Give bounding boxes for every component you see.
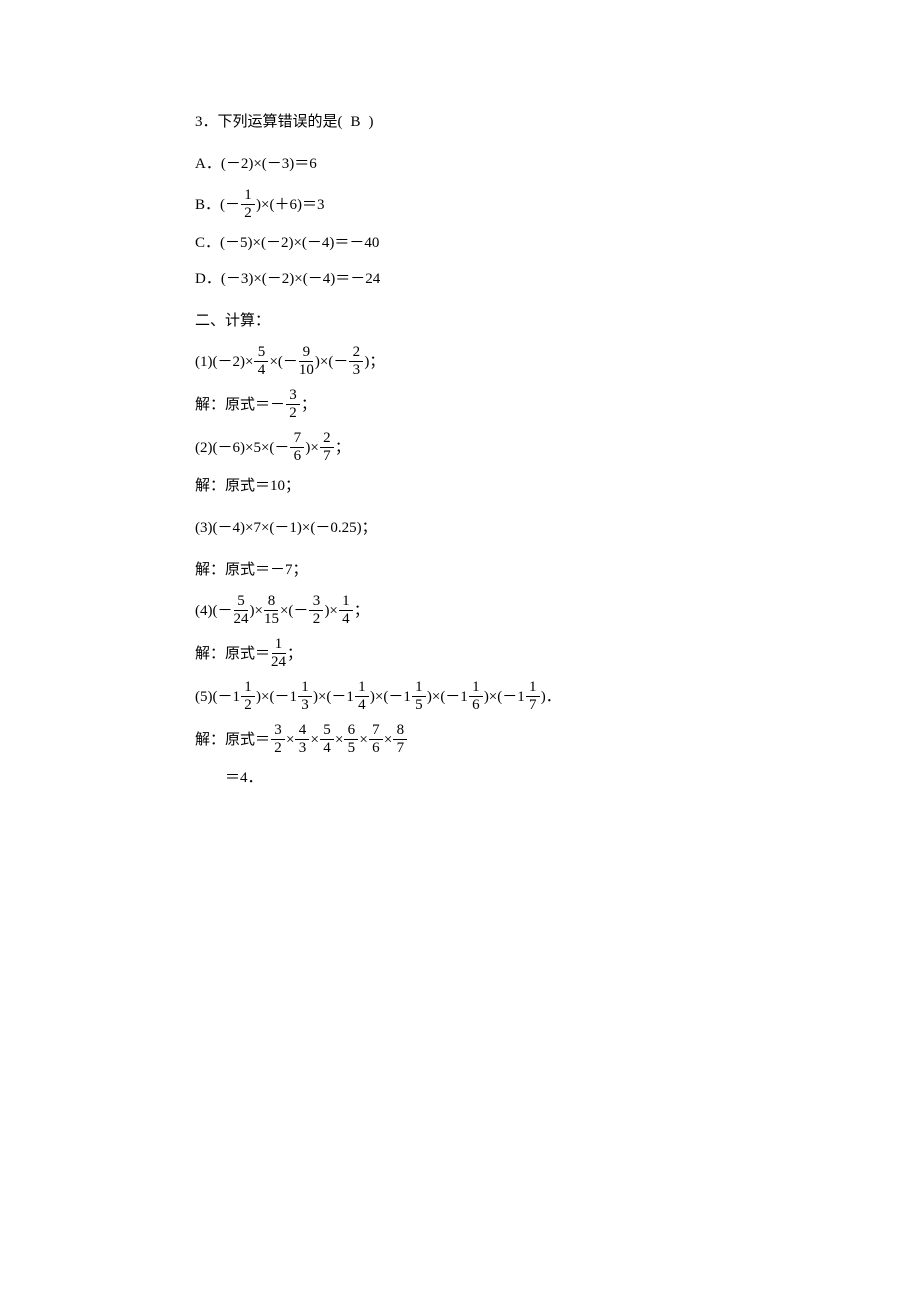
fraction: 13 [298,680,312,713]
fraction: 14 [355,680,369,713]
fraction: 32 [309,594,323,627]
option-text: (－2)×(－3)＝6 [221,152,317,176]
fraction: 524 [234,594,249,627]
fraction: 15 [412,680,426,713]
q3-stem-prefix: 3．下列运算错误的是( [195,110,343,134]
problem-2-solution: 解：原式＝10； [195,474,920,498]
q3-option-a: A． (－2)×(－3)＝6 [195,152,920,176]
fraction: 815 [264,594,279,627]
option-text: (－3)×(－2)×(－4)＝－24 [221,267,380,291]
problem-1-solution: 解：原式＝－ 32 ； [195,388,920,421]
fraction: 16 [469,680,483,713]
option-text: (－5)×(－2)×(－4)＝－40 [220,231,379,255]
option-label: C． [195,231,220,255]
fraction: 23 [349,345,363,378]
fraction: 76 [369,723,383,756]
fraction: 12 [241,680,255,713]
problem-label: (5) [195,685,213,709]
fraction: 87 [393,723,407,756]
problem-label: (4) [195,599,213,623]
problem-label: (2) [195,436,213,460]
option-text-post: )×(＋6)＝3 [256,193,324,217]
q3-option-b: B． (－ 1 2 )×(＋6)＝3 [195,188,920,221]
problem-label: (3) [195,516,213,540]
problem-1: (1) (－2)× 54 ×(－ 910 )×(－ 23 )； [195,345,920,378]
fraction: 124 [271,637,286,670]
option-label: D． [195,267,221,291]
fraction: 65 [344,723,358,756]
option-label: A． [195,152,221,176]
fraction: 32 [271,723,285,756]
q3-stem: 3．下列运算错误的是( B ) [195,110,920,134]
problem-4-solution: 解：原式＝ 124 ； [195,637,920,670]
problem-2: (2) (－6)×5×(－ 76 )× 27 ； [195,431,920,464]
fraction: 76 [290,431,304,464]
option-label: B． [195,193,220,217]
fraction: 54 [320,723,334,756]
section-2-title: 二、计算： [195,309,920,333]
problem-label: (1) [195,350,213,374]
problem-3: (3) (－4)×7×(－1)×(－0.25)； [195,516,920,540]
problem-4: (4) (－ 524 )× 815 ×(－ 32 )× 14 ； [195,594,920,627]
q3-answer: B [343,110,369,134]
fraction: 54 [254,345,268,378]
fraction: 14 [339,594,353,627]
fraction: 910 [299,345,314,378]
problem-3-solution: 解：原式＝－7； [195,558,920,582]
fraction: 17 [526,680,540,713]
q3-option-d: D． (－3)×(－2)×(－4)＝－24 [195,267,920,291]
fraction: 1 2 [241,188,255,221]
problem-5: (5) (－1 12 )×(－1 13 )×(－1 14 )×(－1 15 )×… [195,680,920,713]
q3-stem-suffix: ) [369,110,374,134]
option-text-pre: (－ [220,193,240,217]
problem-5-solution-line1: 解：原式＝ 32 × 43 × 54 × 65 × 76 × 87 [195,723,920,756]
fraction: 27 [320,431,334,464]
fraction: 32 [286,388,300,421]
q3-option-c: C． (－5)×(－2)×(－4)＝－40 [195,231,920,255]
problem-5-solution-line2: ＝4． [195,766,920,790]
fraction: 43 [295,723,309,756]
